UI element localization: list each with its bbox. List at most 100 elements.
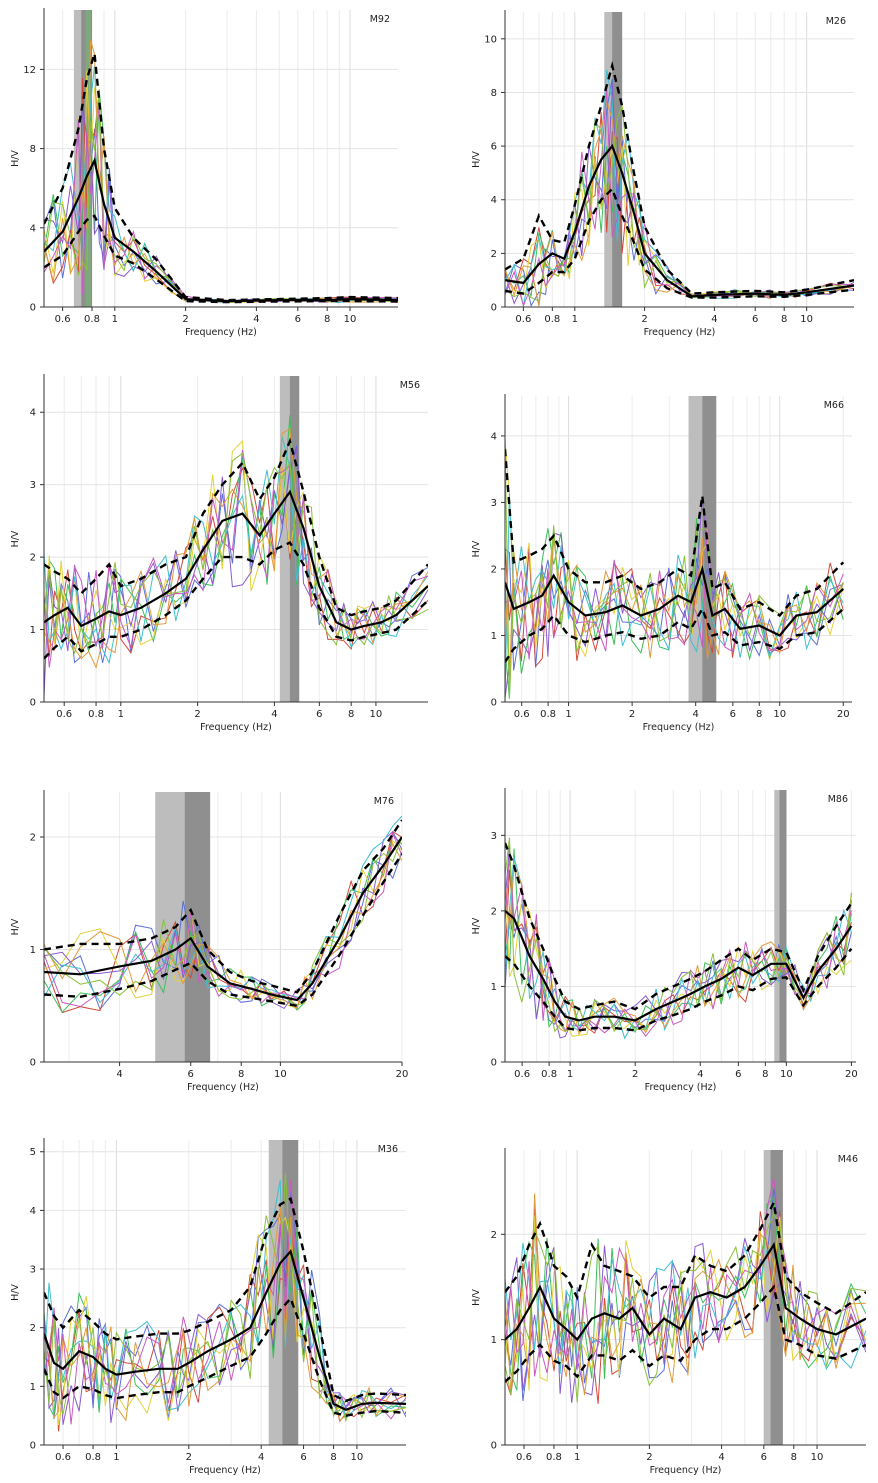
- y-tick-label: 6: [491, 142, 497, 153]
- plus-std-curve: [44, 819, 402, 994]
- plus-std-curve: [505, 60, 854, 295]
- y-tick-label: 2: [491, 249, 497, 260]
- x-axis-label: Frequency (Hz): [189, 1465, 261, 1476]
- window-curve: [44, 440, 428, 657]
- x-tick-label: 10: [351, 1452, 364, 1463]
- y-tick-label: 4: [30, 408, 36, 419]
- y-tick-label: 0: [30, 1441, 36, 1452]
- x-tick-label: 6: [295, 314, 301, 325]
- window-curves: [505, 1177, 866, 1404]
- plus-std-curve: [44, 1196, 406, 1403]
- grid-lines: [44, 792, 403, 1063]
- x-tick-label: 10: [344, 314, 357, 325]
- y-tick-label: 10: [484, 34, 497, 45]
- grid-lines: [43, 10, 398, 308]
- window-curve: [505, 903, 852, 1029]
- x-tick-label: 0.6: [514, 1069, 530, 1080]
- window-curve: [505, 845, 852, 1039]
- y-tick-label: 0: [30, 698, 36, 709]
- y-tick-label: 0: [491, 303, 497, 314]
- peak-band-mean: [282, 1140, 299, 1445]
- x-axis-label: Frequency (Hz): [650, 1465, 722, 1476]
- y-tick-label: 2: [30, 1323, 36, 1334]
- window-curve: [44, 1191, 406, 1420]
- chart-title: M92: [370, 14, 390, 25]
- y-axis-label: H/V: [471, 540, 482, 557]
- y-tick-label: 0: [30, 1058, 36, 1069]
- x-tick-label: 8: [791, 1452, 797, 1463]
- y-tick-label: 1: [30, 945, 36, 956]
- y-axis-label: H/V: [471, 1289, 482, 1306]
- y-tick-label: 1: [491, 631, 497, 642]
- window-curve: [44, 1172, 406, 1423]
- x-tick-label: 1: [574, 1452, 580, 1463]
- window-curve: [505, 100, 854, 306]
- window-curve: [505, 518, 844, 699]
- mean-curve: [44, 1249, 406, 1411]
- x-tick-label: 6: [752, 314, 758, 325]
- minus-std-curve: [44, 541, 428, 660]
- x-tick-label: 6: [735, 1069, 741, 1080]
- minus-std-curve: [44, 1296, 406, 1417]
- window-curve: [505, 437, 844, 699]
- mean-curve: [505, 910, 853, 1022]
- window-curve: [44, 1227, 406, 1425]
- x-tick-label: 0.6: [55, 314, 71, 325]
- window-curve: [505, 146, 854, 297]
- x-tick-label: 10: [274, 1069, 287, 1080]
- x-tick-label: 6: [188, 1069, 194, 1080]
- window-curve: [44, 103, 398, 303]
- x-tick-label: 4: [711, 314, 717, 325]
- chart-title: M76: [374, 796, 394, 807]
- window-curve: [44, 815, 402, 1004]
- plus-std-curve: [505, 449, 845, 618]
- window-curve: [505, 492, 844, 699]
- y-tick-label: 4: [30, 1206, 36, 1217]
- y-tick-label: 0: [491, 698, 497, 709]
- x-tick-label: 4: [253, 314, 259, 325]
- x-tick-label: 0.8: [544, 314, 560, 325]
- x-tick-label: 2: [186, 1452, 192, 1463]
- mean-curve: [44, 157, 398, 303]
- y-tick-label: 4: [491, 431, 497, 442]
- window-curve: [505, 1213, 866, 1403]
- minus-std-curve: [505, 606, 845, 663]
- hv-chart-m56: 0.6 0.8 1 2 4 6 8 10 0 1 2 3 4 Frequency (Hz) H/V M56: [10, 374, 428, 733]
- chart-title: M86: [828, 794, 848, 805]
- x-tick-label: 1: [572, 314, 578, 325]
- y-tick-label: 1: [491, 1335, 497, 1346]
- y-tick-label: 3: [491, 831, 497, 842]
- y-axis-label: H/V: [471, 917, 482, 934]
- x-tick-label: 1: [118, 709, 124, 720]
- grid-lines: [504, 1150, 866, 1446]
- x-tick-label: 6: [761, 1452, 767, 1463]
- x-tick-label: 10: [370, 709, 383, 720]
- x-tick-label: 1: [565, 709, 571, 720]
- window-curves: [505, 69, 854, 307]
- x-tick-label: 10: [780, 1069, 793, 1080]
- chart-title: M36: [378, 1144, 398, 1155]
- window-curve: [505, 537, 844, 685]
- y-tick-label: 2: [30, 553, 36, 564]
- x-tick-label: 6: [730, 709, 736, 720]
- y-tick-label: 2: [491, 564, 497, 575]
- window-curve: [505, 69, 854, 306]
- y-tick-label: 0: [491, 1058, 497, 1069]
- window-curve: [505, 1238, 866, 1403]
- window-curves: [505, 437, 844, 699]
- y-tick-label: 2: [491, 906, 497, 917]
- y-axis-label: H/V: [10, 150, 21, 167]
- window-curve: [505, 82, 854, 306]
- hv-chart-m86: 0.6 0.8 1 2 4 6 8 10 20 0 1 2 3 Frequency (Hz) H/V M86: [471, 788, 858, 1093]
- x-tick-label: 2: [194, 709, 200, 720]
- plus-std-curve: [505, 1198, 866, 1315]
- y-tick-label: 3: [491, 498, 497, 509]
- minus-std-curve: [505, 186, 854, 299]
- y-axis-label: H/V: [471, 151, 482, 168]
- window-curve: [505, 78, 854, 307]
- mean-curve: [505, 1241, 866, 1342]
- x-axis-label: Frequency (Hz): [200, 722, 272, 733]
- minus-std-curve: [505, 1284, 866, 1383]
- x-tick-label: 0.8: [85, 1452, 101, 1463]
- x-tick-label: 0.6: [515, 314, 531, 325]
